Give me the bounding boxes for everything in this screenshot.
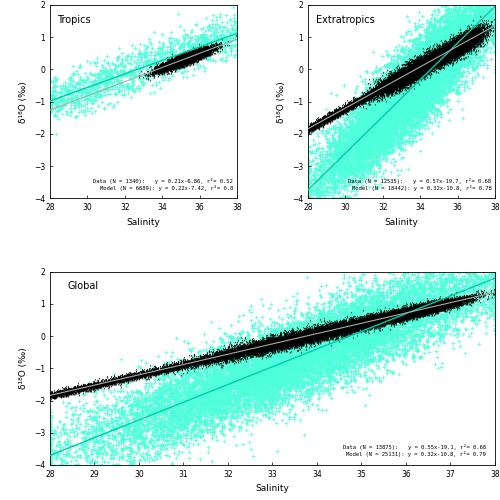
X-axis label: Salinity: Salinity xyxy=(384,218,418,226)
Text: Data (N = 1340):   y = 0.21x-6.86, r²= 0.52
Model (N = 6689): y = 0.22x-7.42, r²: Data (N = 1340): y = 0.21x-6.86, r²= 0.5… xyxy=(94,178,233,190)
Y-axis label: δ¹⁸O (‰): δ¹⁸O (‰) xyxy=(20,348,28,389)
Text: Global: Global xyxy=(68,282,99,292)
Text: Data (N = 13875):   y = 0.55x-19.1, r²= 0.68
Model (N = 25131): y = 0.32x-10.8, : Data (N = 13875): y = 0.55x-19.1, r²= 0.… xyxy=(343,444,486,458)
Text: Extratropics: Extratropics xyxy=(316,14,374,24)
Text: Tropics: Tropics xyxy=(58,14,91,24)
Y-axis label: δ¹⁸O (‰): δ¹⁸O (‰) xyxy=(20,81,28,122)
X-axis label: Salinity: Salinity xyxy=(126,218,160,226)
Y-axis label: δ¹⁸O (‰): δ¹⁸O (‰) xyxy=(278,81,286,122)
X-axis label: Salinity: Salinity xyxy=(256,484,290,494)
Text: Data (N = 12535):   y = 0.57x-19.7, r²= 0.68
Model (N = 18442): y = 0.32x-10.8, : Data (N = 12535): y = 0.57x-19.7, r²= 0.… xyxy=(348,178,492,190)
